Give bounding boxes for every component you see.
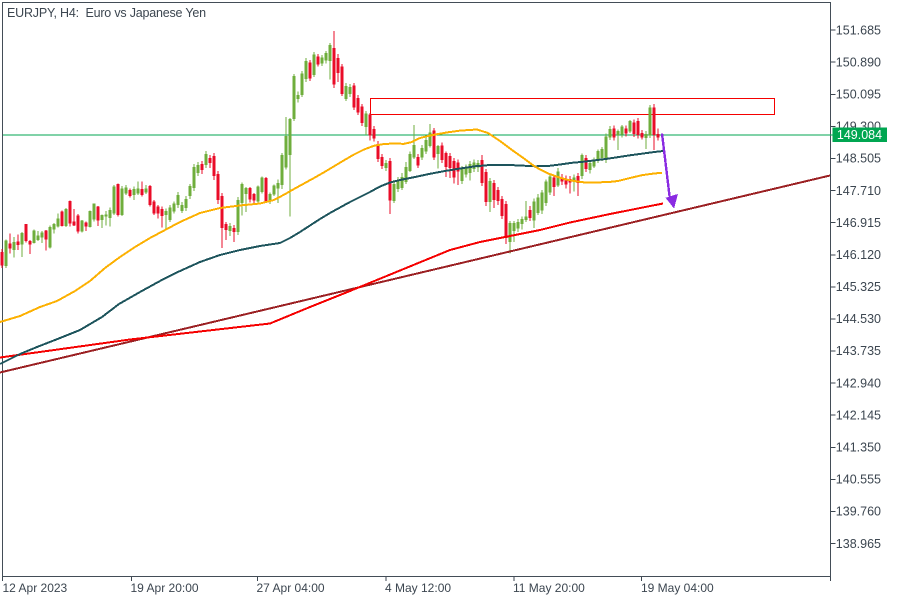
svg-text:140.555: 140.555 (836, 473, 881, 487)
svg-text:19 May 04:00: 19 May 04:00 (641, 581, 714, 595)
svg-text:147.710: 147.710 (836, 184, 881, 198)
svg-text:150.890: 150.890 (836, 55, 881, 69)
svg-text:27 Apr 04:00: 27 Apr 04:00 (257, 581, 325, 595)
svg-text:12 Apr 2023: 12 Apr 2023 (3, 581, 68, 595)
svg-text:138.965: 138.965 (836, 537, 881, 551)
svg-text:11 May 20:00: 11 May 20:00 (513, 581, 585, 595)
svg-text:142.940: 142.940 (836, 376, 881, 390)
svg-text:149.084: 149.084 (837, 128, 882, 142)
svg-text:4 May 12:00: 4 May 12:00 (385, 581, 451, 595)
svg-text:142.145: 142.145 (836, 408, 881, 422)
svg-text:146.915: 146.915 (836, 216, 881, 230)
svg-text:141.350: 141.350 (836, 441, 881, 455)
svg-text:EURJPY, H4: Euro vs Japanese: EURJPY, H4: Euro vs Japanese Yen (7, 6, 206, 20)
svg-text:146.120: 146.120 (836, 248, 881, 262)
svg-text:144.530: 144.530 (836, 312, 881, 326)
svg-text:19 Apr 20:00: 19 Apr 20:00 (131, 581, 199, 595)
svg-text:143.735: 143.735 (836, 344, 881, 358)
svg-text:150.095: 150.095 (836, 88, 881, 102)
svg-text:151.685: 151.685 (836, 23, 881, 37)
svg-text:139.760: 139.760 (836, 505, 881, 519)
svg-text:145.325: 145.325 (836, 280, 881, 294)
svg-text:148.505: 148.505 (836, 152, 881, 166)
